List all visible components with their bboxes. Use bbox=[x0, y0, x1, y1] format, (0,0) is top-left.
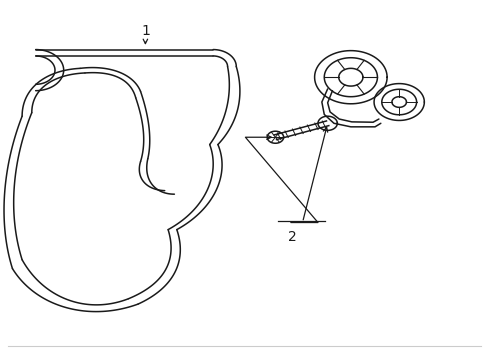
Text: 1: 1 bbox=[141, 24, 149, 38]
Text: 2: 2 bbox=[288, 230, 297, 244]
